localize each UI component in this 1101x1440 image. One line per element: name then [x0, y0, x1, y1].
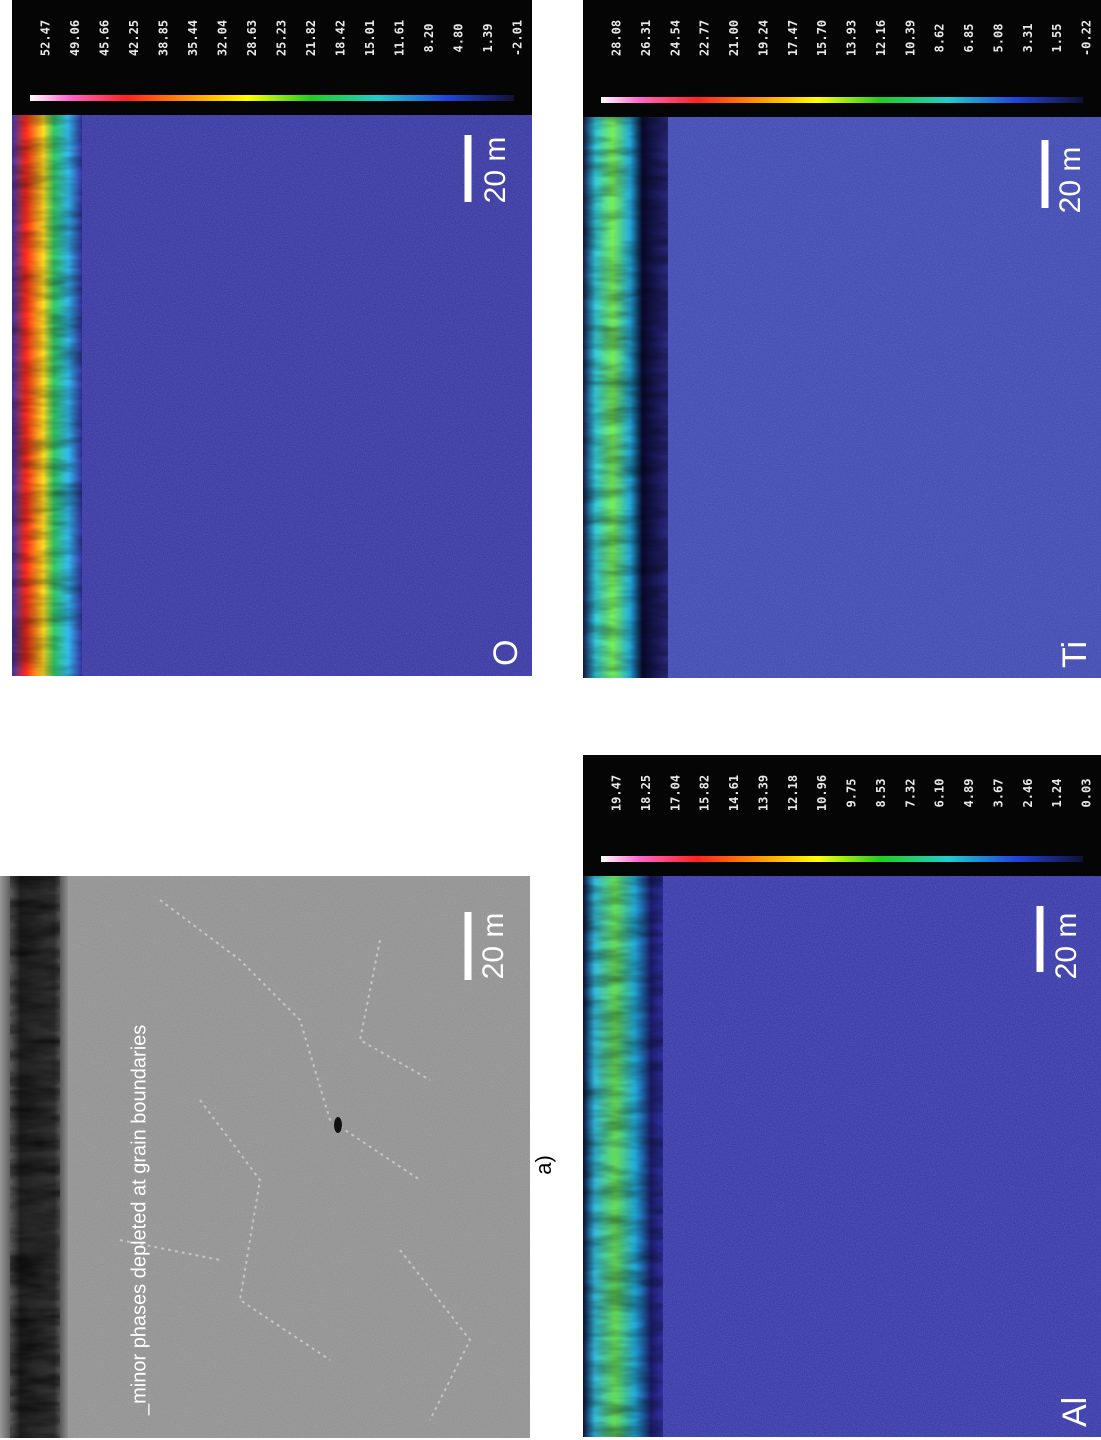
annotation: _minor phases depleted at grain boundari… [128, 1025, 150, 1416]
colorbar-tick: 0.03 [1080, 779, 1094, 808]
colorbar-tick: 13.93 [845, 20, 859, 56]
oxide-texture [10, 876, 60, 1438]
map-panel: 19.47 18.25 17.04 15.82 14.61 13.39 12.18 10.96… [583, 755, 1101, 1437]
colorbar-tick: 18.25 [639, 775, 653, 811]
colorbar [601, 856, 1083, 862]
colorbar-tick: 26.31 [639, 20, 653, 56]
map-texture [12, 115, 532, 676]
colorbar-tick: 14.61 [727, 775, 741, 811]
colorbar-tick: 3.31 [1021, 24, 1035, 53]
layer-texture [583, 876, 663, 1437]
colorbar-tick: 17.04 [668, 775, 682, 811]
colorbar-tick: 25.23 [275, 20, 289, 56]
scale-label: 20 m [1054, 147, 1087, 214]
colorbar-tick: 15.70 [815, 20, 829, 56]
element-label: Ti [1056, 641, 1094, 668]
colorbar-tick: 21.00 [727, 20, 741, 56]
sem-texture [0, 876, 530, 1438]
colorbar-tick: 52.47 [39, 20, 53, 56]
colorbar-tick: 8.53 [874, 779, 888, 808]
colorbar-tick: 3.67 [991, 779, 1005, 808]
colorbar-tick: 24.54 [668, 20, 682, 56]
colorbar-tick: 8.20 [422, 24, 436, 53]
colorbar-tick: 1.55 [1050, 24, 1064, 53]
colorbar-tick: 4.89 [962, 779, 976, 808]
colorbar-tick: 21.82 [304, 20, 318, 56]
colorbar-tick: 11.61 [393, 20, 407, 56]
colorbar-tick: 32.04 [216, 20, 230, 56]
colorbar-tick: 1.39 [481, 24, 495, 53]
colorbar [601, 97, 1083, 103]
panel-label: a) [531, 1155, 556, 1175]
colorbar-tick: 7.32 [903, 779, 917, 808]
element-label: Al [1056, 1397, 1094, 1427]
colorbar-tick: 22.77 [698, 20, 712, 56]
colorbar-tick: 6.10 [933, 779, 947, 808]
colorbar-tick: 19.47 [610, 775, 624, 811]
colorbar-tick: 1.24 [1050, 779, 1064, 808]
layer-texture [583, 117, 668, 678]
colorbar-tick: 5.08 [991, 24, 1005, 53]
colorbar-tick: 2.46 [1021, 779, 1035, 808]
colorbar-tick: -2.01 [511, 20, 525, 56]
element-label: O [487, 640, 525, 666]
map-panel: 52.47 49.06 45.66 42.25 38.85 35.44 32.04 28.63… [12, 0, 532, 676]
sem-panel: 20 m _minor phases depleted at grain bou… [0, 876, 530, 1438]
colorbar-tick: 42.25 [127, 20, 141, 56]
colorbar-tick: 19.24 [756, 20, 770, 56]
colorbar-tick: 45.66 [98, 20, 112, 56]
colorbar-tick: 12.18 [786, 775, 800, 811]
colorbar-tick: 10.96 [815, 775, 829, 811]
colorbar-tick: -0.22 [1080, 20, 1094, 56]
colorbar-tick: 4.80 [452, 24, 466, 53]
colorbar-tick: 35.44 [186, 20, 200, 56]
colorbar-tick: 13.39 [756, 775, 770, 811]
colorbar-tick: 15.01 [363, 20, 377, 56]
colorbar-tick: 38.85 [157, 20, 171, 56]
colorbar-tick: 8.62 [933, 24, 947, 53]
colorbar-tick: 15.82 [698, 775, 712, 811]
colorbar-tick: 18.42 [334, 20, 348, 56]
figure: 20 m _minor phases depleted at grain bou… [0, 0, 1101, 1440]
scale-label: 20 m [479, 137, 512, 204]
colorbar-tick: 28.63 [245, 20, 259, 56]
pore [334, 1117, 342, 1133]
scale-label: 20 m [477, 913, 510, 980]
colorbar-tick: 9.75 [845, 779, 859, 808]
colorbar-tick: 49.06 [68, 20, 82, 56]
layer-texture [12, 115, 82, 676]
map-panel: 28.08 26.31 24.54 22.77 21.00 19.24 17.47 15.70… [583, 0, 1101, 678]
colorbar-tick: 6.85 [962, 24, 976, 53]
colorbar-tick: 17.47 [786, 20, 800, 56]
colorbar [30, 95, 514, 101]
colorbar-tick: 12.16 [874, 20, 888, 56]
colorbar-tick: 28.08 [610, 20, 624, 56]
colorbar-tick: 10.39 [903, 20, 917, 56]
scale-label: 20 m [1050, 913, 1083, 980]
